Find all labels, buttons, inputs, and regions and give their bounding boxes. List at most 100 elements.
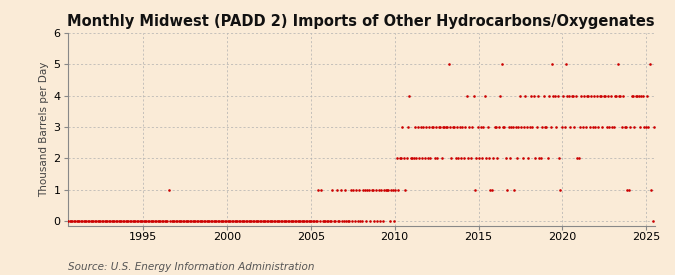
Point — [566, 94, 577, 98]
Point — [141, 219, 152, 223]
Point — [445, 125, 456, 129]
Point — [386, 187, 397, 192]
Point — [225, 219, 236, 223]
Point — [387, 187, 398, 192]
Point — [71, 219, 82, 223]
Point — [535, 156, 546, 160]
Point — [517, 156, 528, 160]
Point — [410, 125, 421, 129]
Point — [67, 219, 78, 223]
Point — [267, 219, 277, 223]
Point — [384, 219, 395, 223]
Point — [269, 219, 279, 223]
Point — [227, 219, 238, 223]
Point — [414, 156, 425, 160]
Point — [429, 156, 440, 160]
Point — [180, 219, 191, 223]
Point — [286, 219, 297, 223]
Point — [360, 219, 371, 223]
Point — [215, 219, 226, 223]
Point — [523, 156, 534, 160]
Point — [369, 219, 380, 223]
Title: Monthly Midwest (PADD 2) Imports of Other Hydrocarbons/Oxygenates: Monthly Midwest (PADD 2) Imports of Othe… — [68, 14, 655, 29]
Point — [496, 62, 507, 67]
Point — [60, 219, 71, 223]
Point — [342, 219, 353, 223]
Point — [591, 94, 602, 98]
Point — [265, 219, 276, 223]
Point — [637, 94, 648, 98]
Point — [416, 156, 427, 160]
Point — [312, 219, 323, 223]
Point — [187, 219, 198, 223]
Point — [200, 219, 211, 223]
Point — [340, 187, 350, 192]
Point — [468, 94, 479, 98]
Point — [183, 219, 194, 223]
Point — [327, 187, 338, 192]
Point — [440, 125, 451, 129]
Point — [398, 156, 409, 160]
Point — [418, 125, 429, 129]
Point — [86, 219, 97, 223]
Point — [530, 156, 541, 160]
Point — [433, 125, 444, 129]
Point — [213, 219, 223, 223]
Point — [556, 125, 567, 129]
Point — [407, 156, 418, 160]
Point — [126, 219, 136, 223]
Point — [249, 219, 260, 223]
Point — [371, 187, 381, 192]
Point — [337, 219, 348, 223]
Point — [263, 219, 273, 223]
Point — [144, 219, 155, 223]
Point — [552, 94, 563, 98]
Point — [198, 219, 209, 223]
Point — [319, 219, 329, 223]
Point — [188, 219, 199, 223]
Point — [77, 219, 88, 223]
Point — [394, 156, 405, 160]
Point — [133, 219, 144, 223]
Point — [284, 219, 294, 223]
Point — [256, 219, 267, 223]
Point — [604, 125, 615, 129]
Point — [626, 94, 637, 98]
Point — [242, 219, 252, 223]
Point — [396, 156, 406, 160]
Point — [358, 187, 369, 192]
Point — [569, 125, 580, 129]
Point — [270, 219, 281, 223]
Point — [587, 125, 598, 129]
Point — [383, 187, 394, 192]
Point — [622, 187, 633, 192]
Point — [271, 219, 282, 223]
Point — [630, 94, 641, 98]
Point — [107, 219, 118, 223]
Point — [590, 125, 601, 129]
Point — [165, 219, 176, 223]
Point — [315, 219, 325, 223]
Point — [306, 219, 317, 223]
Point — [643, 125, 654, 129]
Point — [335, 187, 346, 192]
Point — [88, 219, 99, 223]
Point — [78, 219, 89, 223]
Point — [304, 219, 315, 223]
Point — [134, 219, 145, 223]
Point — [470, 187, 481, 192]
Point — [589, 94, 599, 98]
Point — [487, 187, 497, 192]
Point — [492, 156, 503, 160]
Point — [252, 219, 263, 223]
Point — [330, 219, 341, 223]
Point — [518, 125, 529, 129]
Point — [208, 219, 219, 223]
Point — [288, 219, 299, 223]
Point — [179, 219, 190, 223]
Point — [642, 94, 653, 98]
Point — [184, 219, 195, 223]
Point — [246, 219, 256, 223]
Point — [437, 125, 448, 129]
Point — [176, 219, 187, 223]
